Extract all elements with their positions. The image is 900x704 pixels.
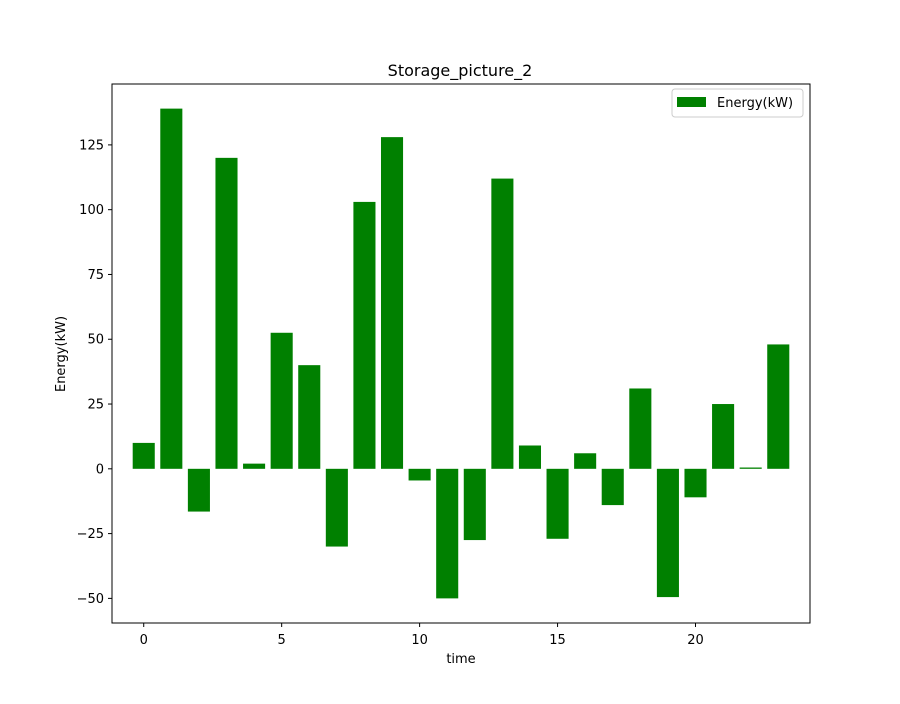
bar-2 (187, 468, 210, 512)
y-tick-label: 50 (87, 333, 104, 348)
bars-group (132, 108, 790, 599)
y-tick-label: 100 (79, 203, 104, 218)
bar-19 (656, 468, 679, 598)
chart-title: Storage_picture_2 (388, 61, 533, 81)
bar-7 (325, 468, 348, 547)
bar-1 (160, 108, 183, 469)
x-tick-label: 10 (411, 633, 428, 648)
bar-18 (629, 388, 652, 469)
x-axis-label: time (446, 652, 475, 667)
y-tick-label: 75 (87, 268, 104, 283)
y-tick-label: −25 (77, 527, 104, 542)
legend-box (671, 88, 804, 118)
bar-21 (712, 404, 735, 469)
bar-13 (491, 178, 514, 469)
legend: Energy(kW) (671, 88, 804, 118)
bar-23 (767, 344, 790, 469)
y-ticks: −50 −25 0 25 50 75 100 125 (77, 138, 112, 607)
bar-8 (353, 201, 376, 469)
y-axis-label: Energy(kW) (54, 316, 69, 392)
bar-3 (215, 157, 238, 469)
bar-12 (463, 468, 486, 541)
legend-label: Energy(kW) (717, 96, 793, 111)
bar-17 (601, 468, 624, 506)
bar-10 (408, 468, 431, 481)
bar-0 (132, 442, 155, 469)
bar-5 (270, 332, 293, 469)
y-tick-label: 25 (87, 398, 104, 413)
bar-4 (243, 463, 266, 469)
y-tick-label: 125 (79, 138, 104, 153)
bar-11 (436, 468, 459, 599)
bar-14 (518, 445, 542, 469)
plot-frame (111, 83, 811, 624)
bar-16 (574, 453, 597, 469)
y-tick-label: 0 (96, 462, 104, 477)
bar-6 (298, 365, 321, 469)
x-ticks: 0 5 10 15 20 (140, 623, 704, 648)
x-tick-label: 15 (549, 633, 566, 648)
bar-15 (546, 468, 569, 539)
legend-swatch (677, 97, 706, 107)
x-tick-label: 20 (687, 633, 704, 648)
bar-20 (684, 468, 707, 498)
x-tick-label: 0 (140, 633, 148, 648)
y-tick-label: −50 (77, 592, 104, 607)
bar-9 (380, 137, 404, 469)
bar-22 (739, 467, 762, 469)
x-tick-label: 5 (278, 633, 286, 648)
